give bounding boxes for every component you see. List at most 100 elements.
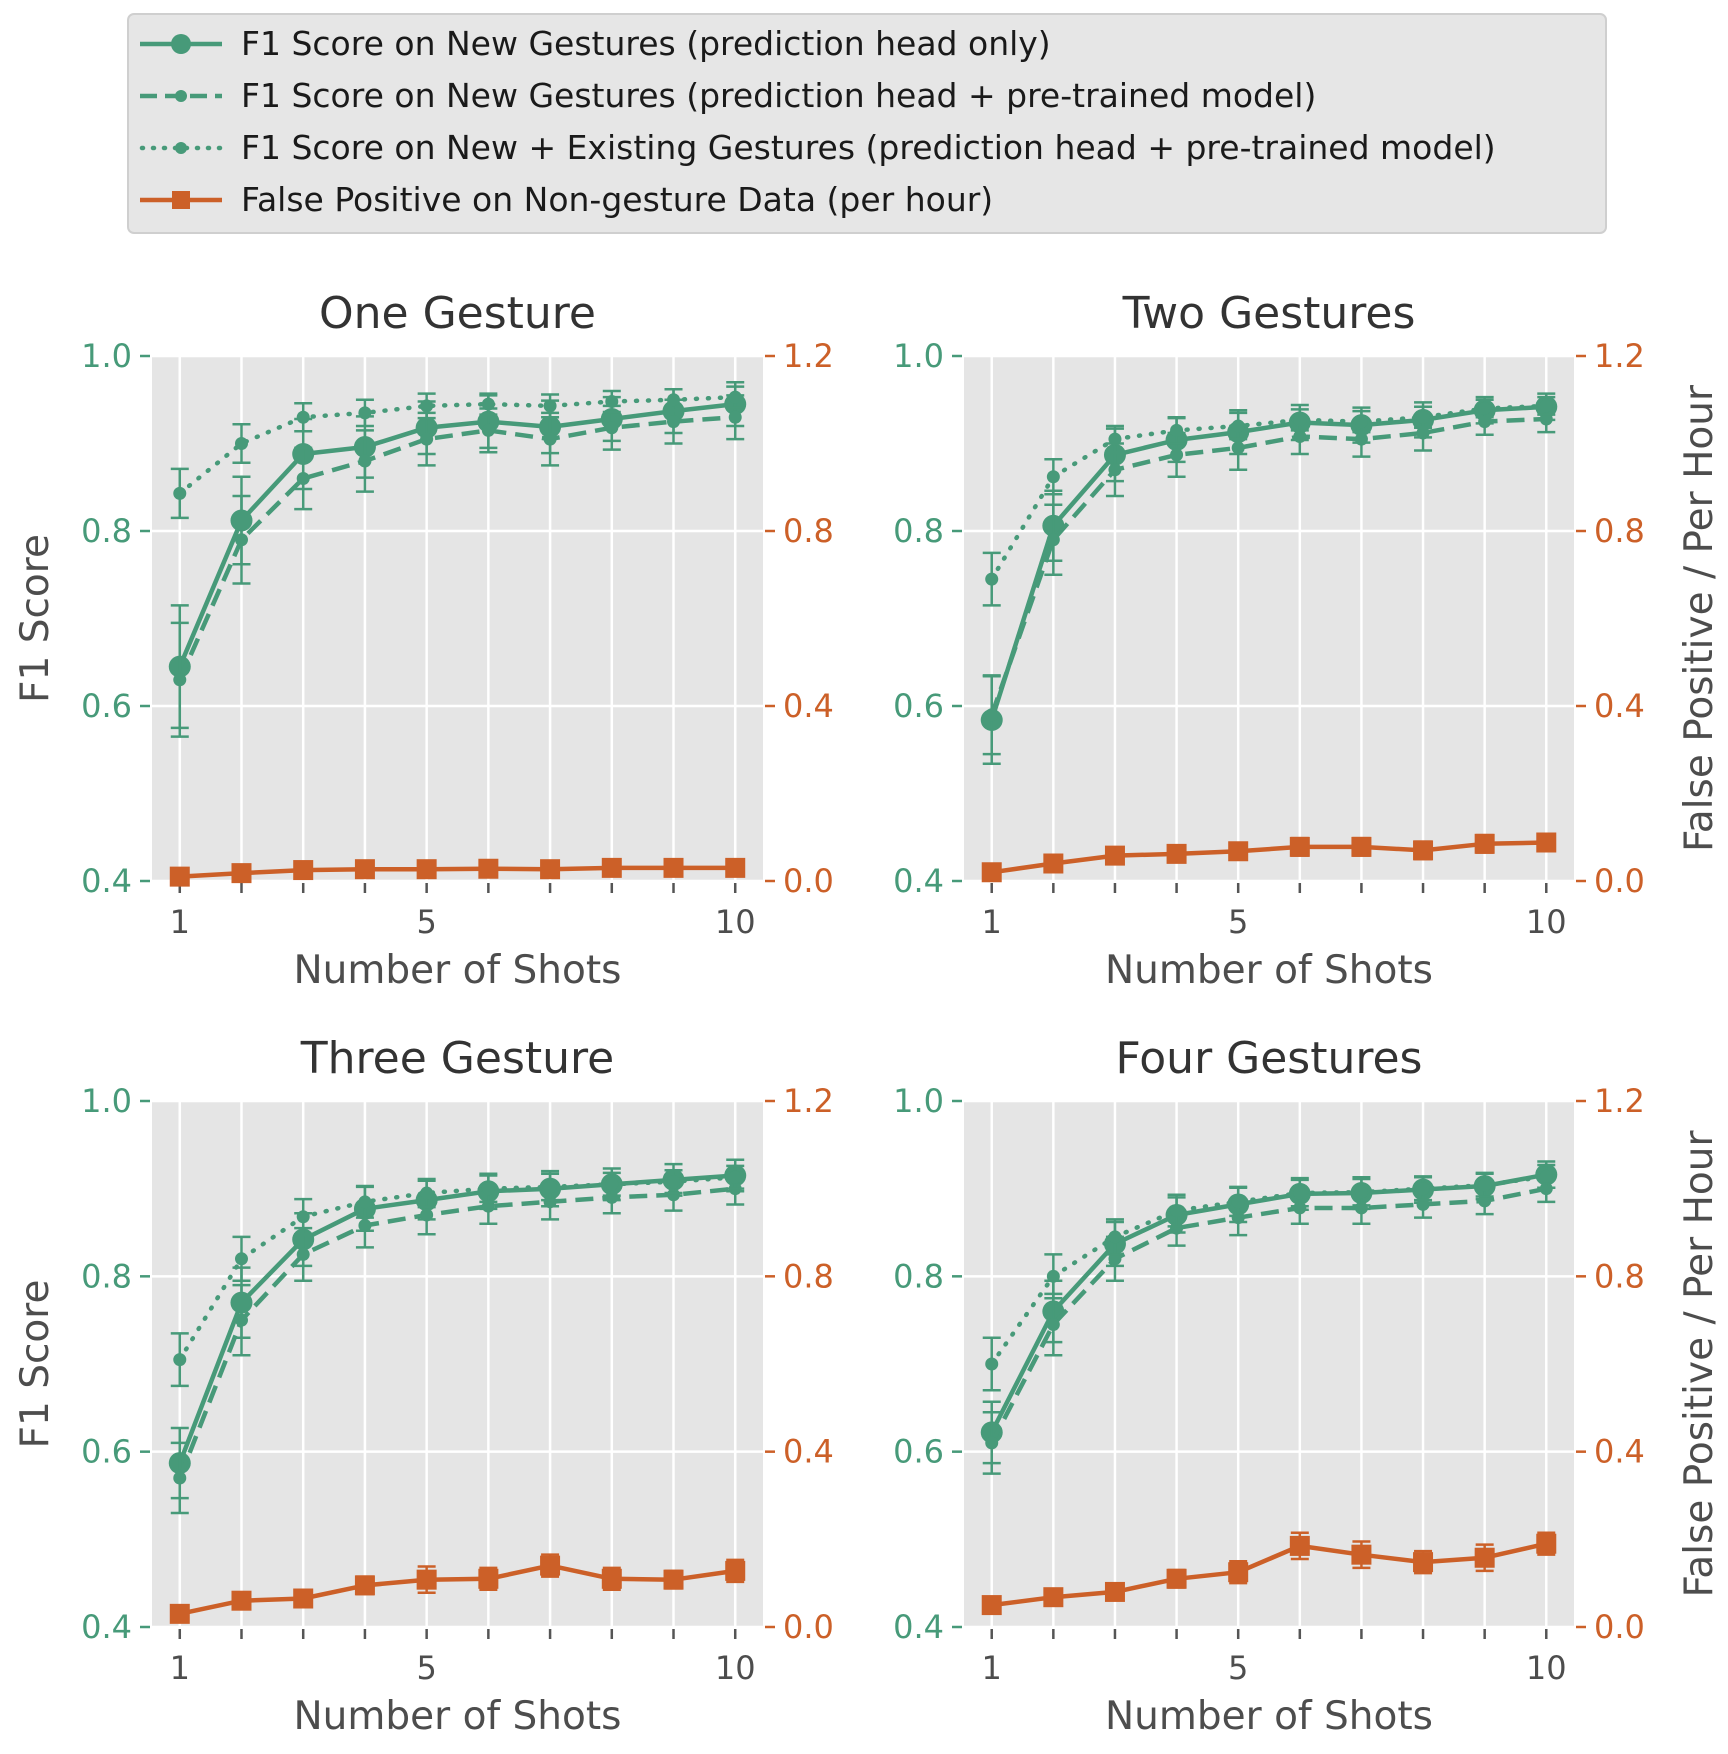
data-point [728, 390, 742, 404]
data-point [981, 1595, 1002, 1616]
data-point [985, 1436, 999, 1450]
data-point [296, 472, 310, 485]
y2-tick-label: 1.2 [783, 1082, 834, 1120]
data-point [728, 1170, 742, 1184]
y-axis-label: F1 Score [13, 534, 58, 703]
data-point [1104, 1581, 1125, 1602]
subplot-title: Four Gestures [1116, 1033, 1423, 1084]
series-dotted-dot [982, 1163, 1556, 1392]
subplot-3: 0.4 0.6 0.8 1.0 0.0 0.4 0.8 1.2 1 5 10 Three Gestur… [13, 1033, 834, 1739]
x-tick-label: 10 [1526, 903, 1567, 941]
series-solid-square [981, 832, 1557, 883]
data-point [985, 708, 999, 722]
x-tick-label: 1 [982, 903, 1002, 941]
data-point [1046, 470, 1060, 484]
data-point [1293, 1201, 1307, 1215]
series-line [989, 1186, 1547, 1444]
data-point [1108, 463, 1122, 477]
series-dotted-dot [982, 395, 1556, 607]
data-point [231, 1590, 252, 1611]
data-point [354, 859, 375, 880]
series-line [177, 414, 736, 681]
data-point [601, 1568, 622, 1589]
data-point [420, 432, 434, 446]
data-point [1354, 1185, 1368, 1199]
data-point [601, 857, 622, 878]
series-line [991, 840, 1547, 875]
data-point [481, 423, 495, 437]
y2-tick-label: 0.0 [1594, 1608, 1645, 1646]
legend-entry-solid: F1 Score on New Gestures (prediction hea… [140, 24, 1051, 63]
data-point [478, 1568, 499, 1589]
series-dashed-dot [170, 1171, 745, 1515]
data-point [234, 1252, 248, 1266]
x-tick-label: 5 [1228, 1649, 1248, 1687]
data-point [354, 1575, 375, 1596]
data-point [1539, 399, 1553, 413]
y-tick-label: 0.8 [893, 512, 944, 550]
data-point [605, 395, 619, 408]
y2-tick-label: 0.4 [1594, 687, 1645, 725]
data-point [420, 1186, 434, 1200]
y-tick-label: 0.4 [81, 862, 132, 900]
legend-entry-dotted: F1 Score on New + Existing Gestures (pre… [139, 128, 1496, 167]
series-line [179, 865, 736, 879]
series-line [991, 1541, 1547, 1608]
data-point [1170, 423, 1184, 437]
y-tick-label: 0.4 [893, 862, 944, 900]
series-line [177, 1186, 736, 1479]
data-point [1046, 533, 1060, 547]
data-point [173, 673, 187, 687]
data-point [1413, 840, 1434, 861]
y-tick-label: 0.6 [893, 687, 944, 725]
plot-area [152, 1101, 763, 1627]
data-point [543, 1195, 557, 1209]
data-point [1043, 1587, 1064, 1608]
data-point [1293, 430, 1307, 443]
y-tick-label: 1.0 [893, 1082, 944, 1120]
y2-tick-label: 0.4 [783, 1433, 834, 1471]
data-point [478, 858, 499, 879]
data-point [540, 1555, 561, 1576]
y-tick-label: 0.4 [81, 1608, 132, 1646]
x-tick-label: 5 [1228, 903, 1248, 941]
data-point [296, 1210, 310, 1224]
y2-tick-label: 1.2 [1594, 1082, 1645, 1120]
subplot-title: Three Gesture [300, 1033, 614, 1084]
data-point [416, 859, 437, 880]
y2-tick-label: 0.8 [783, 512, 834, 550]
data-point [1416, 410, 1430, 424]
y2-tick-label: 0.0 [1594, 862, 1645, 900]
series-line [179, 1563, 736, 1617]
data-point [173, 1471, 187, 1485]
data-point [1351, 836, 1372, 857]
data-point [358, 454, 372, 468]
data-point [1043, 853, 1064, 874]
data-point [416, 1569, 437, 1590]
y-tick-label: 0.4 [893, 1608, 944, 1646]
series-solid-square [981, 1531, 1557, 1616]
y-tick-label: 0.6 [81, 687, 132, 725]
series-line [177, 394, 738, 496]
series-dotted-dot [170, 1164, 745, 1388]
data-point [1474, 833, 1495, 854]
data-point [667, 1175, 681, 1189]
y2-tick-label: 1.2 [1594, 337, 1645, 375]
x-tick-label: 5 [416, 1649, 436, 1687]
y2-tick-label: 0.4 [1594, 1433, 1645, 1471]
data-point [667, 393, 681, 407]
data-point [1293, 413, 1307, 427]
x-tick-label: 5 [416, 903, 436, 941]
series-line [177, 401, 736, 668]
series-solid-square [169, 1553, 746, 1624]
data-point [1289, 1535, 1310, 1556]
legend-marker-circle [171, 34, 191, 54]
data-point [1170, 1204, 1184, 1218]
data-point [358, 1218, 372, 1232]
y2-tick-label: 0.8 [783, 1257, 834, 1295]
data-point [1416, 426, 1430, 440]
data-point [1474, 1547, 1495, 1568]
data-point [543, 399, 557, 413]
subplot-4: 0.4 0.6 0.8 1.0 0.0 0.4 0.8 1.2 1 5 10 Four Gesture… [893, 1033, 1722, 1739]
